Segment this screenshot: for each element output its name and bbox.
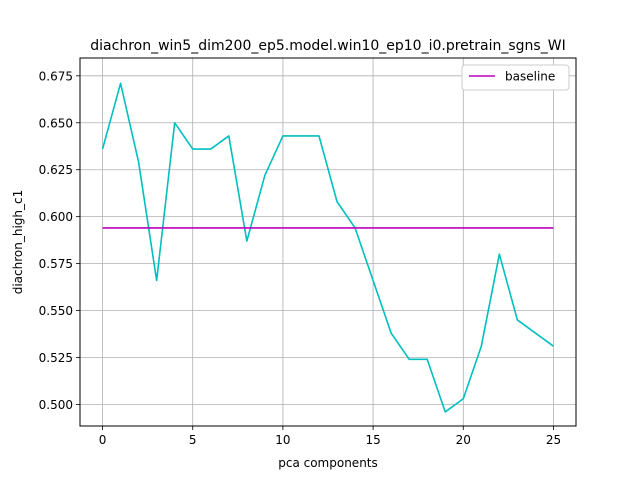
chart-title: diachron_win5_dim200_ep5.model.win10_ep1… — [90, 38, 565, 54]
y-tick-label: 0.600 — [39, 210, 73, 224]
legend-box — [461, 64, 570, 91]
x-tick-label: 0 — [99, 433, 107, 447]
x-tick-label: 25 — [546, 433, 561, 447]
legend: baseline — [461, 64, 570, 91]
ticks: 0 5 10 15 20 25 0.500 0.525 0.550 0.575 0.600 0.625… — [39, 69, 561, 447]
y-tick-label: 0.500 — [39, 398, 73, 412]
y-axis-label: diachron_high_c1 — [11, 190, 25, 295]
x-tick-label: 20 — [456, 433, 471, 447]
y-tick-label: 0.675 — [39, 69, 73, 83]
y-tick-label: 0.575 — [39, 257, 73, 271]
legend-label-baseline: baseline — [505, 70, 555, 84]
series-line — [101, 82, 554, 413]
y-tick-label: 0.625 — [39, 163, 73, 177]
x-axis-label: pca components — [278, 456, 378, 470]
series-layer — [101, 82, 554, 413]
y-tick-label: 0.550 — [39, 304, 73, 318]
x-tick-label: 5 — [189, 433, 197, 447]
x-tick-label: 10 — [275, 433, 290, 447]
y-tick-label: 0.525 — [39, 351, 73, 365]
grid — [80, 58, 576, 426]
plot-frame — [79, 57, 577, 427]
y-tick-label: 0.650 — [39, 116, 73, 130]
x-tick-label: 15 — [365, 433, 380, 447]
